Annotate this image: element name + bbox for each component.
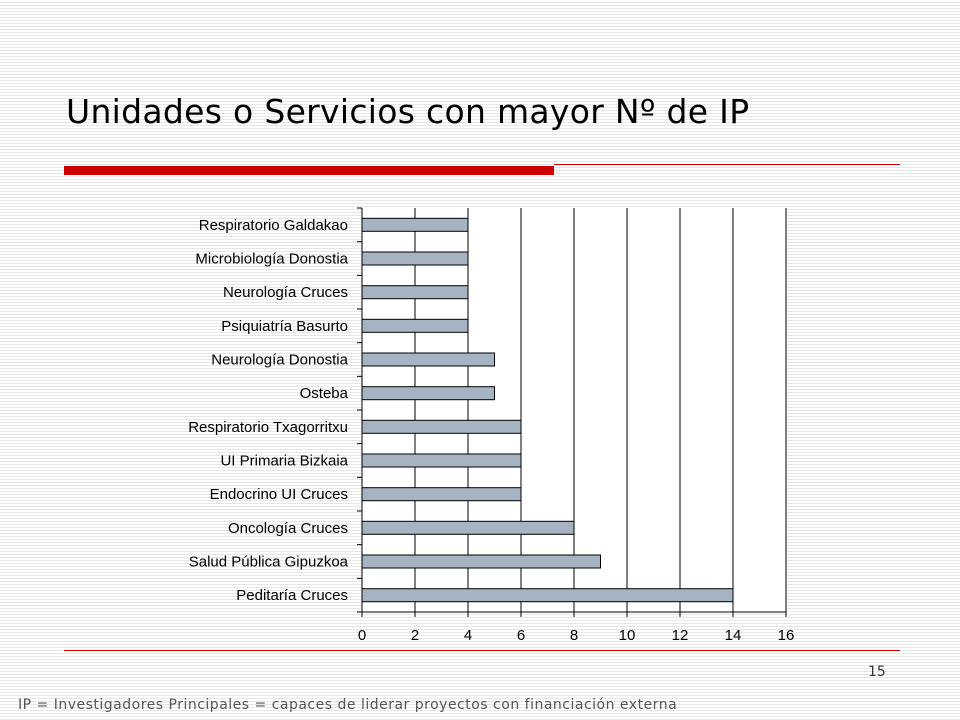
x-tick-label-6: 12 xyxy=(672,627,689,644)
bottom-rule xyxy=(64,650,900,651)
category-label-2: Neurología Cruces xyxy=(223,284,348,301)
x-tick-label-8: 16 xyxy=(778,627,795,644)
x-tick-label-5: 10 xyxy=(619,627,636,644)
bar-4 xyxy=(361,352,495,367)
bar-8 xyxy=(361,487,522,502)
x-tick-label-3: 6 xyxy=(517,627,525,644)
x-tick-label-2: 4 xyxy=(464,627,472,644)
x-tick-label-1: 2 xyxy=(411,627,419,644)
x-tick-label-0: 0 xyxy=(358,627,366,644)
category-label-5: Osteba xyxy=(300,385,349,402)
category-label-6: Respiratorio Txagorritxu xyxy=(188,419,348,436)
x-tick-label-4: 8 xyxy=(570,627,578,644)
bar-11 xyxy=(361,588,734,603)
bar-0 xyxy=(361,217,469,232)
bar-6 xyxy=(361,419,522,434)
bar-1 xyxy=(361,251,469,266)
bar-5 xyxy=(361,386,495,401)
bar-10 xyxy=(361,554,601,569)
category-label-0: Respiratorio Galdakao xyxy=(199,217,348,234)
bar-3 xyxy=(361,318,469,333)
bar-2 xyxy=(361,285,469,300)
bar-7 xyxy=(361,453,522,468)
category-label-10: Salud Pública Gipuzkoa xyxy=(189,554,349,571)
category-label-9: Oncología Cruces xyxy=(228,520,348,537)
category-label-3: Psiquiatría Basurto xyxy=(221,318,348,335)
category-label-11: Peditaría Cruces xyxy=(236,587,348,604)
category-label-7: UI Primaria Bizkaia xyxy=(220,453,348,470)
category-label-4: Neurología Donostia xyxy=(211,352,348,369)
title-underline-thick xyxy=(64,166,554,175)
bar-chart: Respiratorio Galdakao Microbiología Donos… xyxy=(188,207,795,644)
category-label-8: Endocrino UI Cruces xyxy=(210,486,348,503)
slide-title: Unidades o Servicios con mayor Nº de IP xyxy=(66,92,750,131)
footnote: IP = Investigadores Principales = capace… xyxy=(18,697,678,713)
x-tick-label-7: 14 xyxy=(725,627,742,644)
page-number: 15 xyxy=(868,664,886,680)
category-label-1: Microbiología Donostia xyxy=(195,251,348,268)
bar-9 xyxy=(361,520,575,535)
title-underline-thin xyxy=(554,164,900,165)
